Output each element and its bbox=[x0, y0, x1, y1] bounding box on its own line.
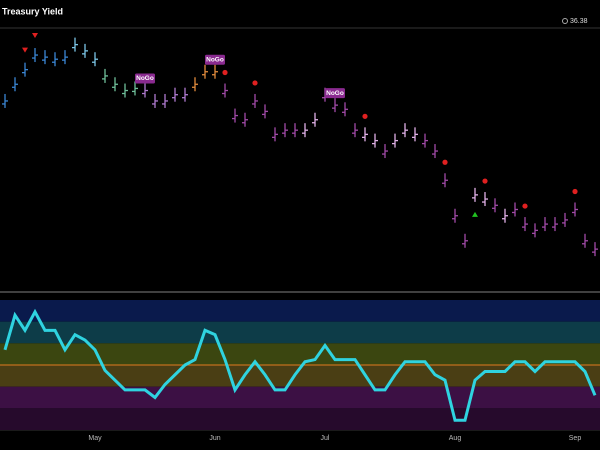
price-bar bbox=[62, 50, 68, 65]
annotation-box bbox=[135, 73, 155, 84]
price-bar bbox=[302, 123, 308, 138]
signal-triangle bbox=[32, 33, 38, 39]
price-bar bbox=[432, 144, 438, 159]
price-bar bbox=[2, 93, 8, 108]
price-bar bbox=[562, 212, 568, 227]
price-bar bbox=[82, 43, 88, 58]
price-bar bbox=[192, 77, 198, 92]
price-bar bbox=[292, 123, 298, 138]
signal-dot bbox=[252, 80, 258, 86]
x-tick-label: Jul bbox=[321, 435, 330, 442]
price-bar bbox=[282, 123, 288, 138]
price-bar bbox=[382, 144, 388, 159]
signal-dot bbox=[482, 178, 488, 184]
band bbox=[0, 408, 600, 430]
annotation-box bbox=[325, 88, 345, 99]
price-bar bbox=[392, 133, 398, 148]
price-bar bbox=[272, 127, 278, 142]
price-bar bbox=[312, 112, 318, 127]
price-bar bbox=[12, 77, 18, 92]
signal-dot bbox=[362, 113, 368, 119]
band bbox=[0, 386, 600, 409]
band bbox=[0, 343, 600, 365]
price-bar bbox=[122, 83, 128, 98]
price-bar bbox=[422, 133, 428, 148]
price-bar bbox=[532, 223, 538, 238]
x-tick-label: Sep bbox=[569, 435, 582, 442]
price-bar bbox=[212, 64, 218, 79]
price-bar bbox=[142, 83, 148, 98]
price-bar bbox=[242, 112, 248, 127]
price-bar bbox=[542, 217, 548, 232]
last-value: 36.38 bbox=[570, 18, 588, 25]
price-bar bbox=[72, 37, 78, 52]
price-bar bbox=[102, 68, 108, 83]
price-bar bbox=[412, 127, 418, 142]
band bbox=[0, 300, 600, 322]
price-bar bbox=[202, 64, 208, 79]
signal-dot bbox=[522, 203, 528, 209]
signal-triangle bbox=[22, 47, 28, 53]
price-bar bbox=[32, 48, 38, 63]
price-bar bbox=[232, 108, 238, 123]
signal-dot bbox=[222, 69, 228, 76]
price-bar bbox=[482, 192, 488, 207]
signal-dot bbox=[442, 159, 448, 165]
annotation: NoGo bbox=[206, 56, 224, 63]
price-bar bbox=[592, 242, 598, 257]
price-bar bbox=[252, 93, 258, 108]
price-bar bbox=[462, 233, 468, 248]
price-bar bbox=[112, 77, 118, 92]
price-bar bbox=[582, 233, 588, 248]
price-bar bbox=[502, 208, 508, 223]
price-bar bbox=[342, 102, 348, 117]
price-bar bbox=[262, 104, 268, 119]
price-bar bbox=[362, 127, 368, 142]
price-bar bbox=[42, 50, 48, 65]
price-bar bbox=[512, 202, 518, 217]
price-bar bbox=[92, 52, 98, 67]
price-bar bbox=[182, 87, 188, 102]
price-bar bbox=[172, 87, 178, 102]
price-bar bbox=[442, 173, 448, 188]
signal-dot bbox=[572, 188, 578, 195]
price-bar bbox=[452, 208, 458, 223]
price-bar bbox=[572, 202, 578, 217]
price-bar bbox=[332, 98, 338, 113]
x-tick-label: Aug bbox=[449, 435, 462, 442]
x-tick-label: Jun bbox=[209, 435, 220, 442]
band bbox=[0, 365, 600, 387]
band bbox=[0, 321, 600, 344]
price-bar bbox=[132, 81, 138, 96]
signal-triangle bbox=[472, 211, 478, 217]
value-icon bbox=[562, 18, 568, 24]
x-tick-label: May bbox=[88, 435, 102, 442]
price-bar bbox=[352, 123, 358, 138]
chart-title: Treasury Yield bbox=[2, 6, 63, 16]
oscillator-line bbox=[3, 308, 597, 422]
price-bar bbox=[402, 123, 408, 138]
price-bar bbox=[52, 52, 58, 67]
price-bar bbox=[472, 187, 478, 202]
price-bar bbox=[522, 217, 528, 232]
price-bar bbox=[552, 217, 558, 232]
price-bar bbox=[492, 198, 498, 213]
price-bar bbox=[222, 83, 228, 98]
annotation: NoGo bbox=[136, 75, 154, 82]
price-bar bbox=[372, 133, 378, 148]
price-bar bbox=[162, 93, 168, 108]
annotation-box bbox=[205, 54, 225, 65]
price-bar bbox=[152, 93, 158, 108]
price-bar bbox=[22, 62, 28, 77]
annotation: NoGo bbox=[326, 90, 344, 97]
